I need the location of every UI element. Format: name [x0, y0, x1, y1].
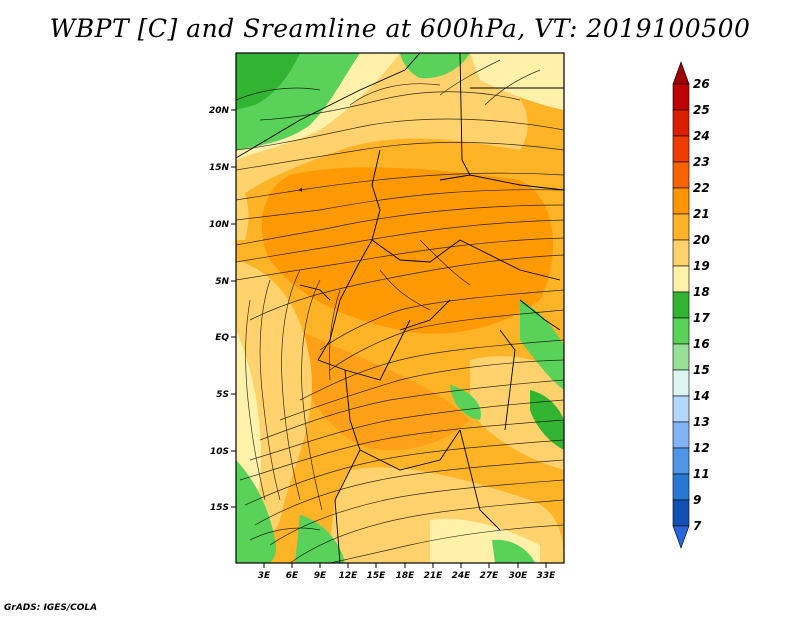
lon-label: 15E	[367, 571, 387, 581]
credit-text: GrADS: IGES/COLA	[4, 603, 98, 613]
colorbar-label: 20	[693, 233, 710, 247]
colorbar-swatch	[672, 421, 690, 449]
colorbar-label: 19	[693, 259, 710, 273]
lat-label: 20N	[209, 106, 230, 116]
lon-label: 6E	[286, 571, 299, 581]
colorbar-swatch	[672, 447, 690, 475]
colorbar-bottom-arrow	[672, 525, 690, 549]
colorbar-label: 7	[693, 519, 702, 533]
lat-label: 15N	[209, 163, 230, 173]
colorbar-swatch	[672, 369, 690, 397]
colorbar-swatch	[672, 291, 690, 319]
colorbar-label: 13	[693, 415, 710, 429]
colorbar-label: 26	[693, 77, 710, 91]
colorbar-label: 16	[693, 337, 710, 351]
lon-label: 30E	[509, 571, 529, 581]
colorbar-label: 21	[693, 207, 710, 221]
lon-labels: 3E 6E 9E 12E 15E 18E 21E 24E 27E 30E 33E	[258, 571, 556, 581]
colorbar-label: 25	[693, 103, 710, 117]
colorbar-swatch	[672, 109, 690, 137]
lon-label: 9E	[314, 571, 327, 581]
colorbar-swatch	[672, 499, 690, 527]
colorbar-label: 24	[693, 129, 710, 143]
colorbar-swatch	[672, 83, 690, 111]
colorbar: 26 25 24 23 22 21 20 19 18 17 16 15 14 13 12 11 9 7	[672, 61, 710, 549]
colorbar-swatch	[672, 135, 690, 163]
colorbar-label: 15	[693, 363, 710, 377]
colorbar-swatch	[672, 187, 690, 215]
lat-label: 15S	[210, 503, 229, 513]
colorbar-swatch	[672, 213, 690, 241]
lon-label: 18E	[396, 571, 416, 581]
colorbar-swatch	[672, 239, 690, 267]
colorbar-swatch	[672, 265, 690, 293]
colorbar-top-arrow	[672, 61, 690, 85]
lon-label: 27E	[480, 571, 500, 581]
lon-label: 21E	[424, 571, 444, 581]
lat-labels: 20N 15N 10N 5N EQ 5S 10S 15S	[209, 106, 230, 513]
streamlines	[236, 59, 564, 563]
lon-label: 33E	[537, 571, 557, 581]
temperature-field	[236, 53, 564, 563]
colorbar-label: 9	[693, 493, 701, 507]
map-frame	[235, 52, 565, 564]
lon-label: 24E	[452, 571, 472, 581]
colorbar-label: 23	[693, 155, 710, 169]
colorbar-swatch	[672, 473, 690, 501]
colorbar-label: 14	[693, 389, 710, 403]
lat-axis	[231, 109, 236, 508]
colorbar-swatch	[672, 161, 690, 189]
colorbar-label: 18	[693, 285, 710, 299]
lat-label: 10S	[210, 447, 229, 457]
lon-label: 12E	[339, 571, 359, 581]
colorbar-swatch	[672, 343, 690, 371]
colorbar-label: 17	[693, 311, 710, 325]
colorbar-label: 12	[693, 441, 710, 455]
colorbar-swatch	[672, 317, 690, 345]
chart-title: WBPT [C] and Sreamline at 600hPa, VT: 20…	[49, 14, 751, 43]
country-borders	[236, 53, 564, 563]
lon-label: 3E	[258, 571, 271, 581]
lat-label: 5S	[216, 390, 229, 400]
lat-label: EQ	[215, 333, 229, 343]
colorbar-label: 11	[693, 467, 710, 481]
lat-label: 10N	[209, 220, 230, 230]
lon-axis	[263, 563, 547, 568]
lat-label: 5N	[215, 277, 229, 287]
colorbar-label: 22	[693, 181, 710, 195]
colorbar-swatch	[672, 395, 690, 423]
